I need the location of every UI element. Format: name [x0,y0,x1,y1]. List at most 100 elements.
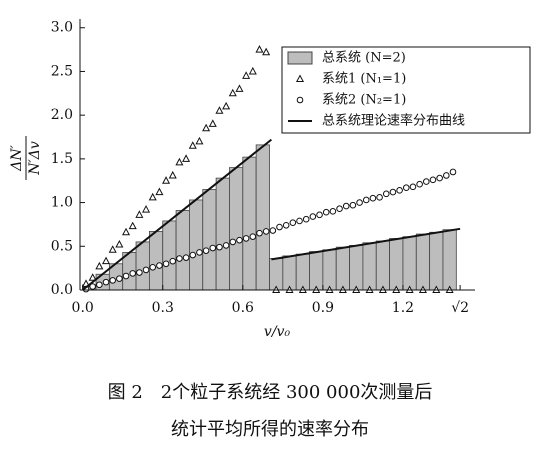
circle-marker [369,194,377,202]
circle-marker [436,174,443,182]
circle-marker [222,242,230,249]
legend-box [281,46,531,134]
histogram-bar [215,177,230,291]
triangle-marker [222,101,231,110]
triangle-marker [242,71,251,79]
circle-marker [242,235,250,242]
y-tick-label: 2.0 [51,107,73,123]
histogram-bar [189,199,204,291]
triangle-marker [188,141,197,149]
theory-line [82,138,461,291]
circle-marker [342,202,350,210]
x-tick-label: 1.2 [392,300,414,316]
triangle-marker [202,123,211,132]
circle-marker [142,266,150,274]
legend-label: 系统1 (N₁=1) [322,72,406,87]
circle-marker [362,196,370,204]
circle-marker [349,201,357,209]
circle-marker [176,255,183,262]
caption-line: 统计平均所得的速率分布 [171,419,369,440]
triangle-marker [175,157,184,166]
x-axis-label: v/v₀ [264,324,291,340]
circle-marker [169,257,177,265]
circle-marker [402,184,410,192]
circle-marker [122,272,130,280]
histogram-bar [362,242,377,291]
circle-marker [422,178,430,185]
y-axis-label-numerator: ΔN′ [9,144,25,171]
circle-marker [209,244,217,252]
triangle-marker [255,45,264,53]
histogram-bar [375,240,390,291]
histogram-bar [389,238,404,291]
histogram-bar [415,233,431,291]
circle-marker [302,215,310,223]
circle-marker [196,249,203,256]
circle-marker [336,205,343,212]
triangle-marker [195,136,204,145]
circle-marker [443,172,450,179]
triangle-marker [148,192,157,201]
circle-marker [256,229,263,237]
histogram-bar [295,253,310,291]
triangle-marker [262,47,271,56]
triangle-marker [135,210,144,218]
circle-marker [409,183,417,191]
y-tick-label: 0.5 [51,238,73,254]
circle-marker [116,275,123,282]
circle-marker [149,263,157,271]
circle-marker [202,247,210,254]
legend-label: 总系统理论速率分布曲线 [322,113,465,129]
x-tick-label: √2 [451,300,469,316]
histogram-bar [429,231,444,291]
histogram-bar [135,241,150,291]
triangle-marker [122,227,131,236]
histogram-bar [349,245,364,291]
triangle-marker [142,205,151,213]
circle-marker [356,199,363,206]
legend-label: 总系统 (N=2) [322,51,406,66]
histogram-bar [175,210,190,291]
triangle-marker [128,221,137,230]
triangle-marker [235,84,244,92]
triangle-marker [182,154,191,162]
x-tick-label: 0.3 [152,300,174,316]
x-tick-label: 0.6 [232,300,254,316]
triangle-marker [95,261,104,270]
histogram-bar [269,258,284,291]
circle-marker [382,190,390,198]
circle-marker [316,211,323,219]
circle-marker [96,281,103,289]
y-tick-label: 3.0 [51,20,73,36]
circle-marker [296,217,303,225]
circle-marker [289,219,297,226]
triangle-marker [115,239,124,248]
y-axis-label-denominator: N′Δv [27,141,43,176]
circle-marker [216,243,223,251]
triangle-marker [155,187,164,196]
histogram-bar [402,236,417,291]
circle-marker [136,269,143,276]
circle-marker [189,251,197,259]
legend-swatch [287,51,313,65]
circle-marker [276,223,283,231]
circle-marker [89,283,96,290]
triangle-marker [88,273,97,281]
histogram-bar [335,246,350,291]
histogram-bar [202,189,217,291]
histogram-bar [282,255,297,291]
circle-marker [329,208,337,215]
histogram-bar [148,231,164,291]
circle-marker [269,227,277,234]
circle-marker [129,270,137,277]
histogram-bar [309,251,324,291]
histogram-bar [322,249,337,291]
histogram-bar [162,220,177,291]
circle-marker [396,187,403,194]
circle-marker [416,180,423,188]
triangle-marker [248,66,257,75]
circle-marker [322,208,330,216]
circle-marker [309,213,317,220]
circle-marker [376,194,383,201]
